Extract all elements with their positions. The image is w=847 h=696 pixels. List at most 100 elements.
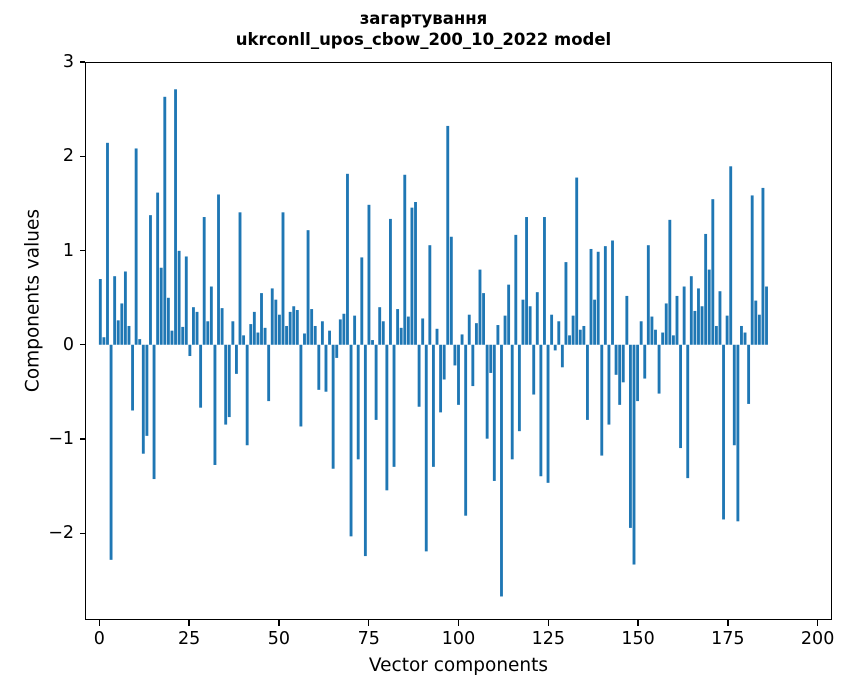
y-tick-mark [79,61,85,63]
bar [249,324,253,345]
x-tick-mark [457,620,460,626]
x-tick-mark [637,620,639,626]
bar [467,314,471,345]
bar [654,329,657,345]
bar [596,251,600,345]
bar [328,330,331,345]
y-tick-label: 3 [62,52,74,72]
y-tick-label: 1 [62,240,74,261]
bar [199,344,203,408]
bar [675,295,679,345]
bar [188,344,192,357]
bar [611,240,614,345]
bar [428,245,432,345]
bar [367,204,371,345]
y-tick-mark [79,249,85,252]
bar [141,344,145,454]
bar [145,344,149,436]
y-tick-label: −2 [48,523,74,544]
bar [263,327,267,345]
bar [335,344,339,358]
bar [109,344,113,560]
x-tick-label: 175 [711,629,745,649]
bar [510,344,514,460]
bar [392,344,396,467]
bar [453,344,457,366]
bar [500,344,503,597]
bar [765,286,768,345]
bar [127,325,131,345]
bar [700,306,704,345]
bar [586,344,589,420]
bar [661,332,665,345]
bar [417,344,421,407]
bar [371,340,374,345]
bar [224,344,228,425]
bar [159,267,163,345]
bar [474,323,478,345]
bar [485,344,489,439]
bar [310,309,314,345]
x-tick-label: 200 [800,629,835,649]
bar [593,299,597,345]
x-tick-label: 125 [531,629,565,649]
y-tick-mark [79,155,85,157]
bar [374,344,378,420]
bar [747,344,751,404]
bar [431,344,435,467]
chart-title-line1: загартування [359,9,488,28]
bar [457,344,460,405]
bar [553,344,557,351]
bar [704,233,708,345]
bar [517,344,521,432]
bar [689,276,693,345]
bar [385,344,389,491]
bar [256,332,260,345]
bar [761,187,765,345]
bar [471,344,475,387]
bar [389,218,392,345]
bar [750,195,754,345]
bar [560,344,564,368]
x-axis-label: Vector components [368,655,549,676]
bar [181,326,185,345]
bar [231,321,235,345]
bar [460,334,464,345]
bar [346,173,349,345]
bar [378,307,382,345]
bar [235,344,238,374]
bar [732,344,736,446]
bar [618,344,622,405]
bar [277,314,281,345]
bar [138,339,142,345]
bar [539,344,543,477]
bar [571,315,575,345]
bar [396,309,400,345]
bar [575,177,579,345]
x-tick-label: 50 [267,629,291,649]
bar [740,325,743,345]
bar [113,276,117,345]
bar [693,310,697,345]
bar [202,217,206,345]
bar [98,279,102,345]
bar [482,293,485,345]
bar [711,199,715,345]
bar [195,311,199,345]
bar [525,217,528,345]
bar [424,344,428,552]
bar [260,293,263,345]
bar [507,284,511,345]
bar [227,344,231,418]
bar [578,329,582,345]
bar [514,234,518,345]
bar [557,321,561,345]
bar [686,344,690,479]
bar [421,318,425,345]
bar [543,217,546,345]
bar [299,344,303,427]
y-tick-mark [79,438,85,440]
bar [292,306,296,345]
bar [546,344,550,483]
bar [270,288,274,345]
